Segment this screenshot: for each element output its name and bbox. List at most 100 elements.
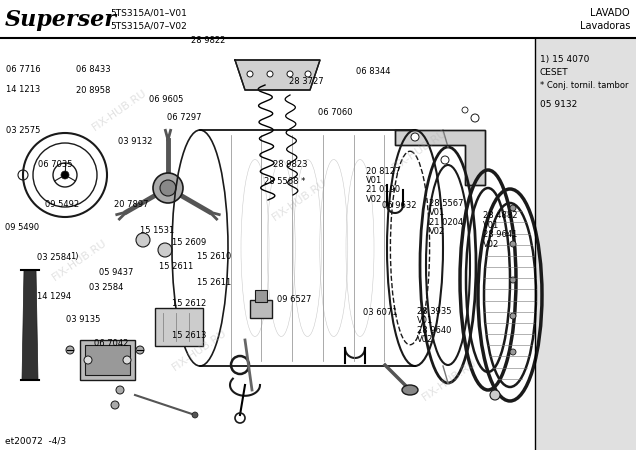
Circle shape — [287, 71, 293, 77]
Text: 20 7897: 20 7897 — [114, 200, 149, 209]
Circle shape — [510, 205, 516, 211]
Text: FIX-HUB.RU: FIX-HUB.RU — [91, 87, 149, 133]
Text: 06 7035: 06 7035 — [38, 160, 73, 169]
Text: 28 5568 *: 28 5568 * — [264, 177, 305, 186]
Text: 06 9605: 06 9605 — [149, 94, 184, 104]
Text: 05 9132: 05 9132 — [540, 100, 577, 109]
Text: FIX-HUB.RU: FIX-HUB.RU — [170, 328, 229, 373]
Polygon shape — [395, 130, 485, 185]
Text: 03 2575: 03 2575 — [6, 126, 41, 135]
Circle shape — [510, 349, 516, 355]
Ellipse shape — [158, 243, 172, 257]
Text: 28 9822: 28 9822 — [191, 36, 225, 45]
Text: 06 9632: 06 9632 — [382, 201, 416, 210]
Text: 03 2584: 03 2584 — [89, 284, 123, 292]
Text: 06 7716: 06 7716 — [6, 65, 41, 74]
Text: 28 3935: 28 3935 — [417, 307, 451, 316]
Text: 28 9640: 28 9640 — [417, 326, 451, 335]
Text: V01: V01 — [417, 316, 433, 325]
Bar — [535, 38, 636, 450]
Text: V02: V02 — [483, 240, 500, 249]
Text: et20072  -4/3: et20072 -4/3 — [5, 436, 66, 445]
Text: FIX-HUB.RU: FIX-HUB.RU — [421, 357, 480, 403]
Text: 28 4882: 28 4882 — [483, 212, 518, 220]
Text: V01: V01 — [483, 221, 500, 230]
Text: 28 5567: 28 5567 — [429, 199, 464, 208]
Ellipse shape — [153, 173, 183, 203]
Text: 06 7042: 06 7042 — [94, 339, 128, 348]
Circle shape — [510, 277, 516, 283]
Bar — [80, 340, 135, 380]
Text: V02: V02 — [429, 227, 446, 236]
Text: 15 2612: 15 2612 — [172, 299, 206, 308]
Text: 15 2611: 15 2611 — [159, 262, 193, 271]
Text: 06 8344: 06 8344 — [356, 68, 391, 76]
Text: 03 9135: 03 9135 — [66, 315, 100, 324]
Circle shape — [247, 71, 253, 77]
Circle shape — [490, 390, 500, 400]
Circle shape — [192, 412, 198, 418]
Text: 15 2610: 15 2610 — [197, 252, 232, 261]
Circle shape — [267, 71, 273, 77]
Ellipse shape — [136, 233, 150, 247]
Text: 28 3727: 28 3727 — [289, 76, 324, 86]
Text: 03 9132: 03 9132 — [118, 137, 152, 146]
Text: FIX-HUB.RU: FIX-HUB.RU — [51, 238, 109, 283]
Text: 06 7060: 06 7060 — [318, 108, 352, 117]
Text: V02: V02 — [366, 195, 382, 204]
Ellipse shape — [84, 356, 92, 364]
Ellipse shape — [123, 356, 131, 364]
Text: V01: V01 — [429, 208, 446, 217]
Bar — [255, 290, 267, 302]
Text: 09 5492: 09 5492 — [45, 200, 79, 209]
Text: 21 0204: 21 0204 — [429, 218, 464, 227]
Text: V01: V01 — [366, 176, 382, 185]
Text: 15 2611: 15 2611 — [197, 278, 232, 287]
Text: 05 9437: 05 9437 — [99, 268, 133, 277]
Circle shape — [66, 346, 74, 354]
Ellipse shape — [402, 385, 418, 395]
Text: 1) 15 4070: 1) 15 4070 — [540, 55, 590, 64]
Text: Superser: Superser — [5, 9, 117, 31]
Text: 03 2584: 03 2584 — [37, 253, 71, 262]
Text: 15 2609: 15 2609 — [172, 238, 206, 247]
Text: 06 7297: 06 7297 — [167, 113, 202, 122]
Bar — [85, 345, 130, 375]
Circle shape — [305, 71, 311, 77]
Circle shape — [510, 313, 516, 319]
Circle shape — [510, 241, 516, 247]
Ellipse shape — [160, 180, 176, 196]
Polygon shape — [235, 60, 320, 90]
Text: 21 0190: 21 0190 — [366, 185, 400, 194]
Text: V02: V02 — [417, 335, 433, 344]
Circle shape — [136, 346, 144, 354]
Text: 28 9641: 28 9641 — [483, 230, 518, 239]
Text: Lavadoras: Lavadoras — [579, 21, 630, 31]
Text: FIX-HUB.RU: FIX-HUB.RU — [391, 127, 449, 172]
Text: 5TS315A/01–V01: 5TS315A/01–V01 — [110, 9, 187, 18]
Text: 1): 1) — [70, 252, 78, 261]
Text: 14 1213: 14 1213 — [6, 86, 41, 94]
Text: 28 9823: 28 9823 — [273, 160, 308, 169]
Text: 06 8433: 06 8433 — [76, 65, 111, 74]
Text: 20 8127: 20 8127 — [366, 166, 400, 176]
Circle shape — [441, 156, 449, 164]
Circle shape — [61, 171, 69, 179]
Text: 14 1294: 14 1294 — [37, 292, 71, 302]
Text: 09 5490: 09 5490 — [5, 223, 39, 232]
Text: * Conj. tornil. tambor: * Conj. tornil. tambor — [540, 81, 628, 90]
Circle shape — [116, 386, 124, 394]
Text: LAVADO: LAVADO — [590, 8, 630, 18]
Bar — [155, 308, 203, 346]
Text: 03 6071: 03 6071 — [363, 308, 397, 317]
Text: 15 2613: 15 2613 — [172, 331, 206, 340]
Circle shape — [111, 401, 119, 409]
Text: 5TS315A/07–V02: 5TS315A/07–V02 — [110, 22, 187, 31]
Polygon shape — [22, 270, 38, 380]
Text: 20 8958: 20 8958 — [76, 86, 111, 95]
Bar — [250, 300, 272, 318]
Text: CESET: CESET — [540, 68, 569, 77]
Text: FIX-HUB.RU: FIX-HUB.RU — [271, 177, 329, 223]
Circle shape — [411, 133, 419, 141]
Text: 09 6527: 09 6527 — [277, 295, 311, 304]
